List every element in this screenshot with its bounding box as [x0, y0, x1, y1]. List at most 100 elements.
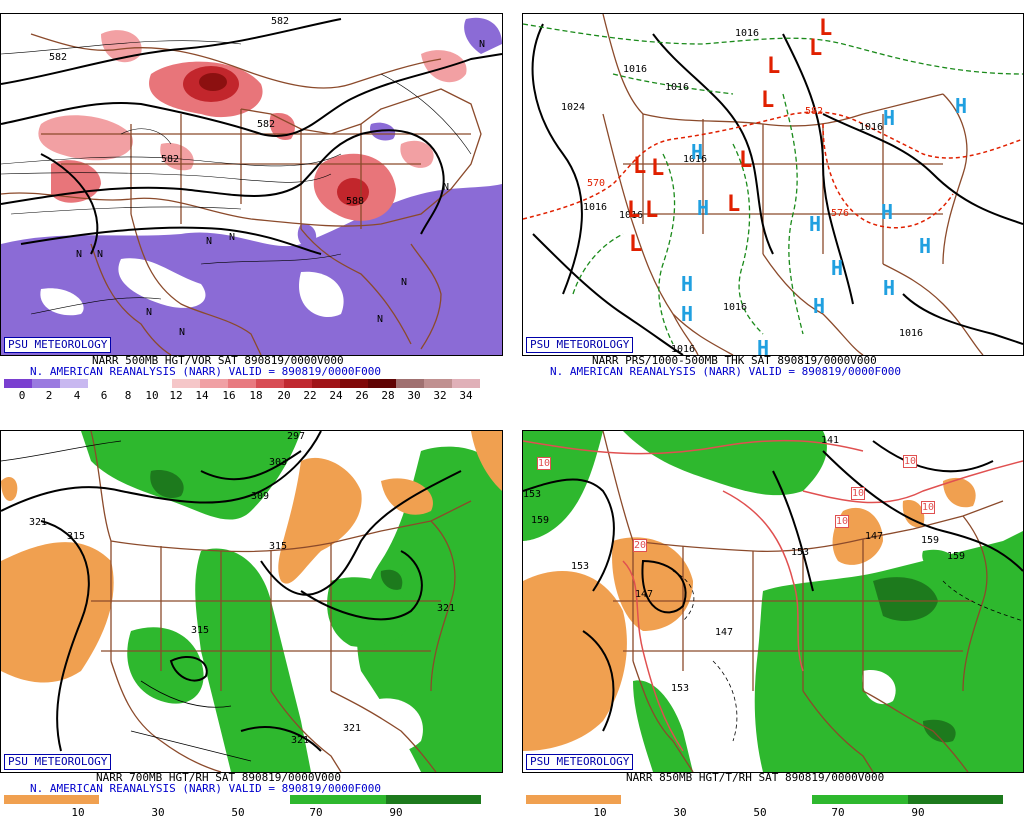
caption-title: NARR 700MB HGT/RH SAT 890819/0000V000: [96, 771, 342, 784]
isobar-label: 1016: [671, 344, 696, 355]
high-pressure-symbol: H: [681, 302, 694, 326]
tick: 30: [673, 806, 687, 819]
tick: 4: [73, 389, 81, 402]
tick: 6: [100, 389, 108, 402]
height-label: 147: [715, 627, 734, 638]
psu-meteorology-credit: PSU METEOROLOGY: [4, 337, 112, 353]
tick: 50: [753, 806, 767, 819]
height-label: 297: [287, 431, 306, 442]
tick: 22: [303, 389, 317, 402]
thickness-label: 570: [587, 178, 606, 189]
tick: 90: [389, 806, 403, 819]
panel-500mb-vorticity: 582 582 582 582 588 N N N N N N N N N N …: [0, 13, 503, 403]
isobar-label: 1016: [623, 64, 648, 75]
high-pressure-symbol: H: [883, 276, 896, 300]
contour-label: 582: [49, 52, 68, 63]
contour-label: 582: [271, 16, 290, 27]
tick: 90: [911, 806, 925, 819]
isobar-label: 1016: [859, 122, 884, 133]
contour-label: 582: [161, 154, 180, 165]
vorticity-symbol: N: [479, 39, 486, 50]
height-label: 309: [251, 491, 270, 502]
isobar-label: 1024: [561, 102, 586, 113]
tick: 30: [407, 389, 421, 402]
low-pressure-symbol: L: [767, 54, 781, 79]
high-pressure-symbol: H: [831, 256, 844, 280]
height-label: 315: [191, 625, 210, 636]
isobar-label: 1016: [683, 154, 708, 165]
tick: 70: [831, 806, 845, 819]
tick: 28: [381, 389, 395, 402]
vorticity-symbol: N: [146, 307, 153, 318]
contour-label: 582: [257, 119, 276, 130]
low-pressure-symbol: L: [633, 154, 647, 179]
panel-pressure-thickness: 1016 1016 1024 1016 1016 1016 1016 1016 …: [522, 13, 1024, 403]
caption-valid: N. AMERICAN REANALYSIS (NARR) VALID = 89…: [30, 365, 381, 378]
high-pressure-symbol: H: [697, 196, 710, 220]
height-label: 153: [671, 683, 690, 694]
height-label: 321: [29, 517, 48, 528]
caption-valid: N. AMERICAN REANALYSIS (NARR) VALID = 89…: [30, 782, 381, 795]
vorticity-symbol: N: [401, 277, 408, 288]
map-700mb-rh: 321 315 309 303 297 315 315 321 321 321: [0, 430, 503, 773]
vorticity-symbol: N: [179, 327, 186, 338]
map-850mb-temp-rh: 159 153 147 147 153 153 159 159 141 147 …: [522, 430, 1024, 773]
height-label: 159: [921, 535, 940, 546]
tick: 20: [277, 389, 291, 402]
rh-dry-area: [523, 571, 627, 751]
tick: 12: [169, 389, 183, 402]
tick: 10: [145, 389, 159, 402]
psu-meteorology-credit: PSU METEOROLOGY: [526, 337, 634, 353]
high-pressure-symbol: H: [691, 140, 704, 164]
tick: 16: [222, 389, 236, 402]
caption-valid: N. AMERICAN REANALYSIS (NARR) VALID = 89…: [550, 365, 901, 378]
low-pressure-symbol: L: [761, 88, 775, 113]
tick: 10: [593, 806, 607, 819]
height-label: 159: [947, 551, 966, 562]
tick: 24: [329, 389, 343, 402]
low-pressure-symbol: L: [627, 198, 641, 223]
vorticity-symbol: N: [229, 232, 236, 243]
low-pressure-symbol: L: [645, 198, 659, 223]
temperature-label: 10: [537, 457, 552, 470]
temperature-label: 10: [903, 455, 918, 468]
tick: 32: [433, 389, 447, 402]
map-500mb-vorticity: 582 582 582 582 588 N N N N N N N N N N: [0, 13, 503, 356]
high-pressure-symbol: H: [681, 272, 694, 296]
low-pressure-symbol: L: [651, 156, 665, 181]
panel-850mb-temp-rh: 159 153 147 147 153 153 159 159 141 147 …: [522, 430, 1024, 819]
psu-meteorology-credit: PSU METEOROLOGY: [4, 754, 112, 770]
high-pressure-symbol: H: [955, 94, 968, 118]
tick: 30: [151, 806, 165, 819]
rh-colorbar: [4, 795, 482, 804]
high-pressure-symbol: H: [883, 106, 896, 130]
isobar-label: 1016: [619, 210, 644, 221]
low-pressure-symbol: L: [819, 16, 833, 41]
vorticity-symbol: N: [206, 236, 213, 247]
height-label: 153: [523, 489, 542, 500]
rh-colorbar: [526, 795, 1004, 804]
high-pressure-symbol: H: [919, 234, 932, 258]
low-pressure-symbol: L: [727, 192, 741, 217]
caption-title: NARR PRS/1000-500MB THK SAT 890819/0000V…: [592, 354, 877, 367]
tick: 10: [71, 806, 85, 819]
thickness-label: 582: [805, 106, 824, 117]
rh-colorbar-ticks: 10 30 50 70 90: [4, 806, 481, 819]
caption-title: NARR 500MB HGT/VOR SAT 890819/0000V000: [92, 354, 344, 367]
temperature-label: 10: [921, 501, 936, 514]
high-pressure-symbol: H: [813, 294, 826, 318]
height-label: 153: [571, 561, 590, 572]
tick: 0: [18, 389, 26, 402]
vorticity-symbol: N: [76, 249, 83, 260]
height-label: 315: [269, 541, 288, 552]
height-label: 303: [269, 457, 288, 468]
temperature-label: 10: [835, 515, 850, 528]
vorticity-symbol: N: [443, 182, 450, 193]
isobar-label: 1016: [665, 82, 690, 93]
panel-700mb-rh: 321 315 309 303 297 315 315 321 321 321 …: [0, 430, 503, 819]
low-pressure-symbol: L: [629, 232, 643, 257]
vorticity-symbol: N: [377, 314, 384, 325]
temperature-label: 20: [633, 539, 648, 552]
contour-label: 588: [346, 196, 365, 207]
map-pressure-thickness: 1016 1016 1024 1016 1016 1016 1016 1016 …: [522, 13, 1024, 356]
